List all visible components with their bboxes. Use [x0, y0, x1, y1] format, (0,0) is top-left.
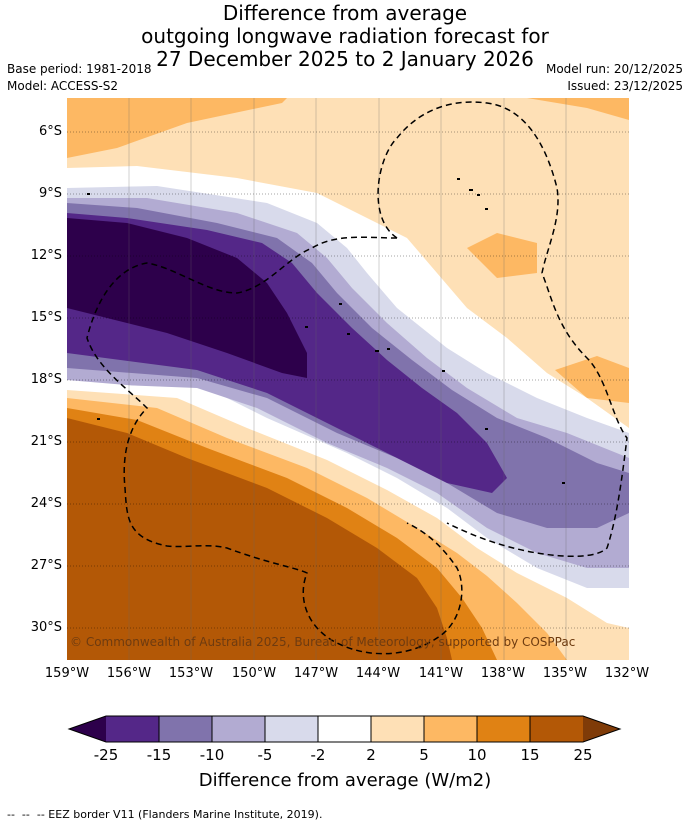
contour-band-below-minus25: [67, 218, 307, 378]
title-line-1: Difference from average: [222, 1, 468, 25]
base-period: Base period: 1981-2018: [7, 62, 152, 76]
colorbar-tick-25: 25: [573, 746, 593, 764]
colorbar-segment-5: [318, 716, 371, 742]
contour-band-15-25-south: [67, 418, 452, 660]
lat-label-18s: 18°S: [30, 372, 62, 387]
lon-label-135w: 135°W: [542, 666, 588, 681]
colorbar-tick-10: 10: [467, 746, 487, 764]
lat-label-6s: 6°S: [38, 124, 62, 139]
lon-label-156w: 156°W: [106, 666, 152, 681]
lat-label-27s: 27°S: [30, 558, 62, 573]
colorbar-segment-9: [530, 716, 583, 742]
lat-label-24s: 24°S: [30, 496, 62, 511]
gridlines: [67, 131, 629, 629]
lat-label-12s: 12°S: [30, 248, 62, 263]
contour-blob-east-2: [555, 356, 629, 403]
colorbar-outline: [67, 715, 622, 743]
lon-label-147w: 147°W: [293, 666, 339, 681]
colorbar-tick-minus15: -15: [146, 746, 172, 764]
colorbar-under-arrow: [69, 716, 106, 742]
lon-label-132w: 132°W: [604, 666, 650, 681]
lat-label-9s: 9°S: [38, 186, 62, 201]
colorbar-tick-minus2: -2: [310, 746, 326, 764]
colorbar-tick-minus5: -5: [257, 746, 273, 764]
eez-border-west: [86, 236, 463, 655]
model-name: Model: ACCESS-S2: [7, 79, 119, 93]
title-line-3: 27 December 2025 to 2 January 2026: [156, 47, 534, 71]
island-marks: [87, 178, 565, 484]
issued-date: Issued: 23/12/2025: [567, 79, 683, 93]
title-line-2: outgoing longwave radiation forecast for: [141, 24, 549, 48]
colorbar-segment-3: [212, 716, 265, 742]
lat-label-30s: 30°S: [30, 620, 62, 635]
colorbar-label: Difference from average (W/m2): [198, 770, 492, 791]
colorbar-segment-2: [159, 716, 212, 742]
lon-label-153w: 153°W: [168, 666, 214, 681]
anomaly-map: © Commonwealth of Australia 2025, Bureau…: [67, 98, 629, 660]
lon-label-159w: 159°W: [44, 666, 90, 681]
colorbar-segment-4: [265, 716, 318, 742]
colorbar-tick-2: 2: [366, 746, 376, 764]
copyright-text: © Commonwealth of Australia 2025, Bureau…: [70, 635, 575, 649]
meridians: [128, 98, 567, 660]
lon-label-150w: 150°W: [231, 666, 277, 681]
eez-border-north: [377, 101, 628, 558]
colorbar-tick-5: 5: [419, 746, 429, 764]
footer-note: -- -- -- EEZ border V11 (Flanders Marine…: [7, 808, 323, 821]
colorbar-tick-minus10: -10: [199, 746, 225, 764]
colorbar-tick-15: 15: [520, 746, 540, 764]
colorbar-segment-1: [106, 716, 159, 742]
colorbar-tick-minus25: -25: [93, 746, 119, 764]
lon-label-138w: 138°W: [480, 666, 526, 681]
colorbar: [67, 715, 622, 743]
lon-label-141w: 141°W: [418, 666, 464, 681]
contour-band-5-10-north: [67, 98, 287, 158]
colorbar-segment-8: [477, 716, 530, 742]
colorbar-over-arrow: [583, 716, 620, 742]
contour-band-5-10-northeast: [527, 98, 629, 120]
lat-label-15s: 15°S: [30, 310, 62, 325]
contour-blob-east-1: [467, 233, 537, 278]
lon-label-144w: 144°W: [355, 666, 401, 681]
colorbar-segment-7: [424, 716, 477, 742]
model-run: Model run: 20/12/2025: [545, 62, 683, 76]
eez-borders: [86, 101, 628, 655]
colorbar-segment-6: [371, 716, 424, 742]
lat-label-21s: 21°S: [30, 434, 62, 449]
